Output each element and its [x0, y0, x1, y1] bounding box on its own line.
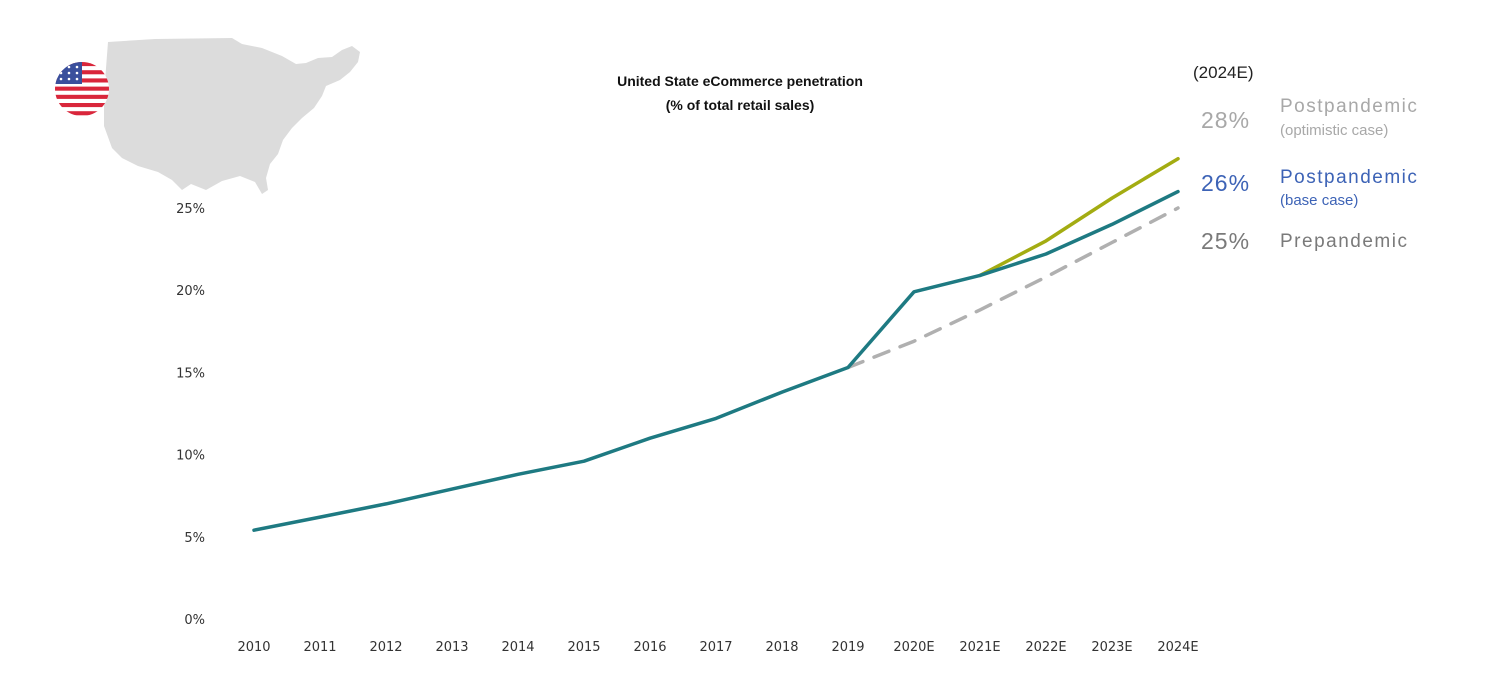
y-tick-label: 10%: [176, 449, 205, 464]
x-tick-label: 2012: [369, 640, 402, 655]
optimistic-value: 28%: [1201, 107, 1250, 133]
optimistic-label: Postpandemic: [1280, 96, 1418, 117]
y-tick-label: 15%: [176, 366, 205, 381]
x-tick-label: 2016: [633, 640, 666, 655]
us-map-icon: [104, 38, 360, 194]
x-tick-label: 2021E: [959, 640, 1000, 655]
annotation-header: (2024E): [1193, 63, 1253, 82]
x-tick-label: 2013: [435, 640, 468, 655]
x-axis: 2010 2011 2012 2013 2014 2015 2016 2017 2018 2019…: [237, 640, 1198, 655]
x-tick-label: 2020E: [893, 640, 934, 655]
series-line-2: [846, 206, 1180, 370]
base-sublabel: (base case): [1280, 192, 1358, 209]
prepandemic-label: Prepandemic: [1280, 231, 1408, 252]
y-tick-label: 25%: [176, 202, 205, 217]
chart-title: United State eCommerce penetration: [617, 73, 863, 89]
y-axis: 0% 5% 10% 15% 20% 25%: [176, 202, 205, 628]
y-tick-label: 5%: [184, 531, 205, 546]
x-tick-label: 2015: [567, 640, 600, 655]
optimistic-sublabel: (optimistic case): [1280, 122, 1388, 139]
y-tick-label: 0%: [184, 613, 205, 628]
x-tick-label: 2014: [501, 640, 534, 655]
chart-subtitle: (% of total retail sales): [666, 97, 815, 113]
plot-area: [252, 156, 1180, 532]
x-tick-label: 2019: [831, 640, 864, 655]
x-tick-label: 2011: [303, 640, 336, 655]
base-value: 26%: [1201, 170, 1250, 196]
x-tick-label: 2017: [699, 640, 732, 655]
x-tick-label: 2018: [765, 640, 798, 655]
x-tick-label: 2023E: [1091, 640, 1132, 655]
us-flag-icon: [55, 62, 109, 116]
base-label: Postpandemic: [1280, 167, 1418, 188]
series-line-0: [252, 189, 1180, 532]
y-tick-label: 20%: [176, 284, 205, 299]
x-tick-label: 2022E: [1025, 640, 1066, 655]
x-tick-label: 2010: [237, 640, 270, 655]
series-line-1: [978, 156, 1180, 278]
x-tick-label: 2024E: [1157, 640, 1198, 655]
prepandemic-value: 25%: [1201, 228, 1250, 254]
